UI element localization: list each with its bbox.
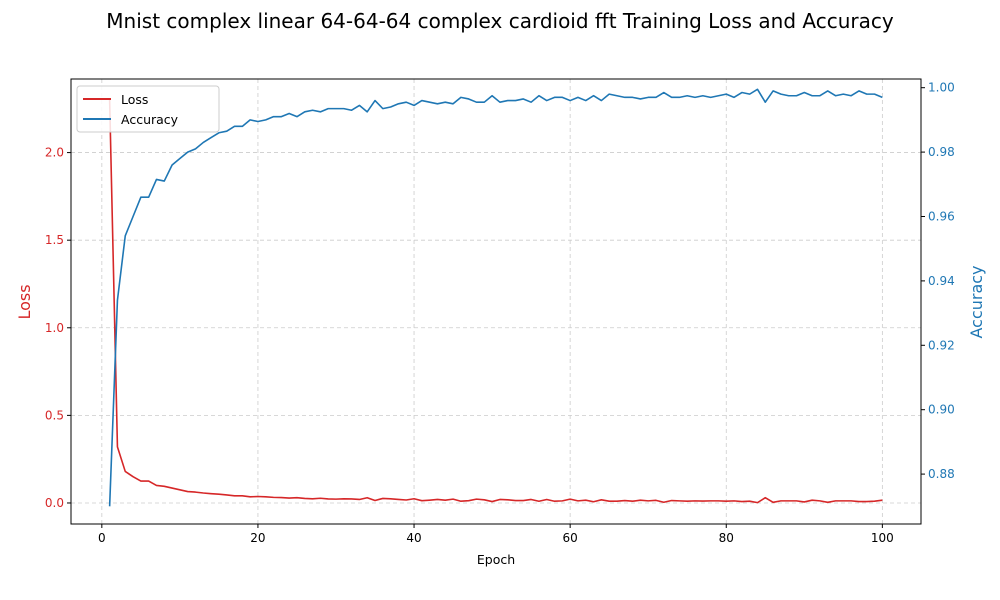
right-y-tick-label: 0.94 bbox=[928, 274, 955, 288]
right-y-tick-label: 0.96 bbox=[928, 209, 955, 223]
left-y-tick-label: 1.0 bbox=[45, 321, 64, 335]
right-y-tick-label: 0.90 bbox=[928, 403, 955, 417]
left-y-tick-label: 1.5 bbox=[45, 233, 64, 247]
x-tick-label: 80 bbox=[719, 531, 734, 545]
x-axis: 0 20 40 60 80 100 bbox=[98, 524, 894, 545]
x-tick-label: 0 bbox=[98, 531, 106, 545]
right-y-tick-label: 1.00 bbox=[928, 81, 955, 95]
chart-title: Mnist complex linear 64-64-64 complex ca… bbox=[106, 9, 894, 33]
plot-frame bbox=[70, 78, 922, 525]
right-y-tick-label: 0.88 bbox=[928, 467, 955, 481]
right-y-axis: 0.88 0.90 0.92 0.94 0.96 0.98 1.00 bbox=[921, 81, 955, 481]
series-line-loss bbox=[108, 100, 883, 504]
right-y-tick-label: 0.92 bbox=[928, 338, 955, 352]
x-axis-label: Epoch bbox=[477, 552, 515, 567]
series-line-accuracy bbox=[108, 88, 883, 507]
left-y-tick-label: 0.0 bbox=[45, 496, 64, 510]
legend-loss-label: Loss bbox=[121, 92, 148, 107]
x-tick-label: 60 bbox=[563, 531, 578, 545]
x-tick-label: 100 bbox=[871, 531, 894, 545]
legend-box bbox=[76, 85, 220, 133]
right-y-axis-label: Accuracy bbox=[967, 265, 986, 338]
grid-layer bbox=[71, 79, 921, 524]
left-y-tick-label: 2.0 bbox=[45, 146, 64, 160]
x-tick-label: 40 bbox=[406, 531, 421, 545]
right-y-tick-label: 0.98 bbox=[928, 145, 955, 159]
x-tick-label: 20 bbox=[250, 531, 265, 545]
left-y-axis-label: Loss bbox=[15, 284, 34, 319]
left-y-tick-label: 0.5 bbox=[45, 408, 64, 422]
left-y-axis: 0.0 0.5 1.0 1.5 2.0 bbox=[45, 146, 71, 510]
series-layer bbox=[108, 88, 883, 507]
legend: Loss Accuracy bbox=[76, 85, 220, 133]
legend-accuracy-label: Accuracy bbox=[121, 112, 179, 127]
